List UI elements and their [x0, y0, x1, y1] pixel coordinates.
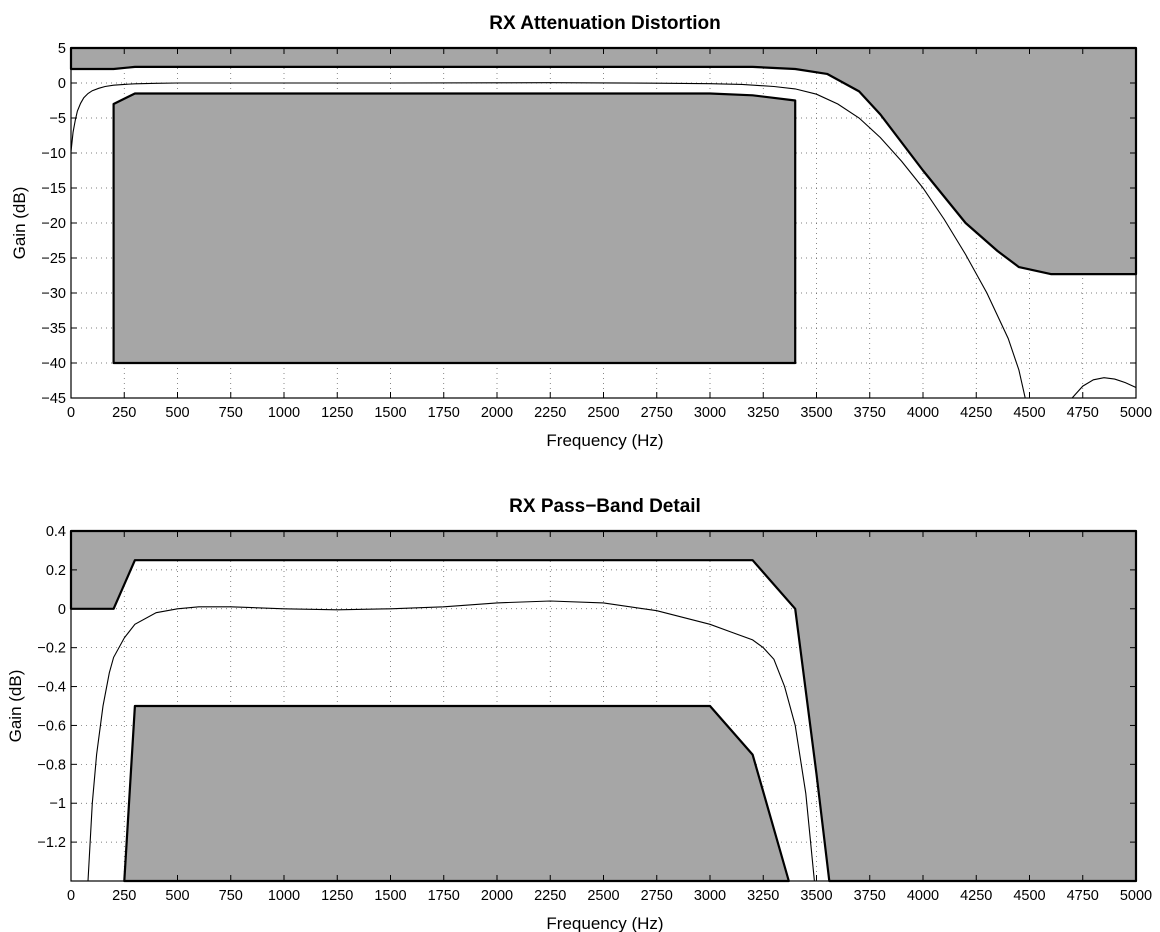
y-tick-label: −35 — [41, 321, 66, 337]
x-axis-label: Frequency (Hz) — [546, 914, 663, 932]
response-curve — [87, 600, 815, 882]
x-tick-label: 3500 — [800, 405, 832, 421]
chart-title: RX Pass−Band Detail — [509, 496, 701, 517]
response-curve — [70, 82, 1026, 399]
x-tick-label: 2500 — [587, 405, 619, 421]
x-tick-label: 4250 — [960, 405, 992, 421]
y-tick-label: −5 — [49, 111, 66, 127]
x-tick-label: 1500 — [374, 888, 406, 904]
y-tick-label: −40 — [41, 356, 66, 372]
chart-title: RX Attenuation Distortion — [489, 13, 721, 34]
y-tick-label: 0.4 — [46, 524, 66, 540]
x-tick-label: 3000 — [694, 888, 726, 904]
x-tick-label: 2250 — [534, 888, 566, 904]
x-axis-label: Frequency (Hz) — [546, 431, 663, 450]
attenuation-chart: RX Attenuation Distortion 0 250 500 750 1000… — [10, 13, 1152, 450]
y-tick-label: −0.8 — [37, 757, 66, 773]
x-tick-label: 1750 — [428, 405, 460, 421]
x-tick-label: 2250 — [534, 405, 566, 421]
x-tick-label: 2750 — [641, 888, 673, 904]
x-tick-label: 0 — [67, 888, 75, 904]
y-tick-label: −25 — [41, 251, 66, 267]
y-tick-label: 0 — [58, 602, 66, 618]
y-tick-label: −20 — [41, 216, 66, 232]
x-tick-label: 250 — [112, 888, 136, 904]
x-tick-label: 2500 — [587, 888, 619, 904]
y-axis-label: Gain (dB) — [10, 187, 29, 260]
x-tick-label: 4500 — [1013, 888, 1045, 904]
mask-region — [69, 46, 1138, 276]
x-tick-label: 250 — [112, 405, 136, 421]
x-tick-label: 1250 — [321, 405, 353, 421]
x-tick-label: 4000 — [907, 888, 939, 904]
mask-region — [112, 92, 797, 365]
x-tick-label: 1750 — [428, 888, 460, 904]
x-tick-label: 1000 — [268, 888, 300, 904]
x-tick-label: 3750 — [854, 405, 886, 421]
y-tick-label: −0.6 — [37, 718, 66, 734]
x-tick-label: 1250 — [321, 888, 353, 904]
x-tick-label: 500 — [165, 888, 189, 904]
x-tick-label: 3250 — [747, 405, 779, 421]
x-tick-label: 1000 — [268, 405, 300, 421]
x-tick-label: 500 — [165, 405, 189, 421]
y-tick-label: −10 — [41, 146, 66, 162]
x-tick-label: 750 — [219, 888, 243, 904]
x-tick-label: 4750 — [1067, 405, 1099, 421]
y-tick-label: 5 — [58, 41, 66, 57]
x-tick-label: 2000 — [481, 888, 513, 904]
x-tick-label: 0 — [67, 405, 75, 421]
y-tick-label: 0.2 — [46, 563, 66, 579]
x-tick-label: 3750 — [854, 888, 886, 904]
x-tick-label: 5000 — [1120, 405, 1152, 421]
x-tick-label: 2750 — [641, 405, 673, 421]
x-tick-label: 2000 — [481, 405, 513, 421]
y-tick-label: −0.4 — [37, 680, 66, 696]
x-tick-label: 750 — [219, 405, 243, 421]
x-tick-label: 3500 — [800, 888, 832, 904]
y-tick-label: −1 — [49, 796, 66, 812]
passband-chart: RX Pass−Band Detail 0 250 500 750 1000 1250 15… — [6, 496, 1152, 932]
response-curve — [1071, 377, 1137, 399]
y-tick-label: −15 — [41, 181, 66, 197]
x-tick-label: 4000 — [907, 405, 939, 421]
x-tick-label: 4250 — [960, 888, 992, 904]
mask-region — [123, 704, 790, 883]
x-tick-label: 4500 — [1013, 405, 1045, 421]
y-tick-label: −1.2 — [37, 835, 66, 851]
y-tick-label: −45 — [41, 391, 66, 407]
y-tick-label: −30 — [41, 286, 66, 302]
x-tick-label: 4750 — [1067, 888, 1099, 904]
y-tick-label: −0.2 — [37, 641, 66, 657]
y-tick-label: 0 — [58, 76, 66, 92]
x-tick-label: 5000 — [1120, 888, 1152, 904]
x-tick-label: 3000 — [694, 405, 726, 421]
y-axis-label: Gain (dB) — [6, 670, 25, 743]
x-tick-label: 1500 — [374, 405, 406, 421]
x-tick-label: 3250 — [747, 888, 779, 904]
